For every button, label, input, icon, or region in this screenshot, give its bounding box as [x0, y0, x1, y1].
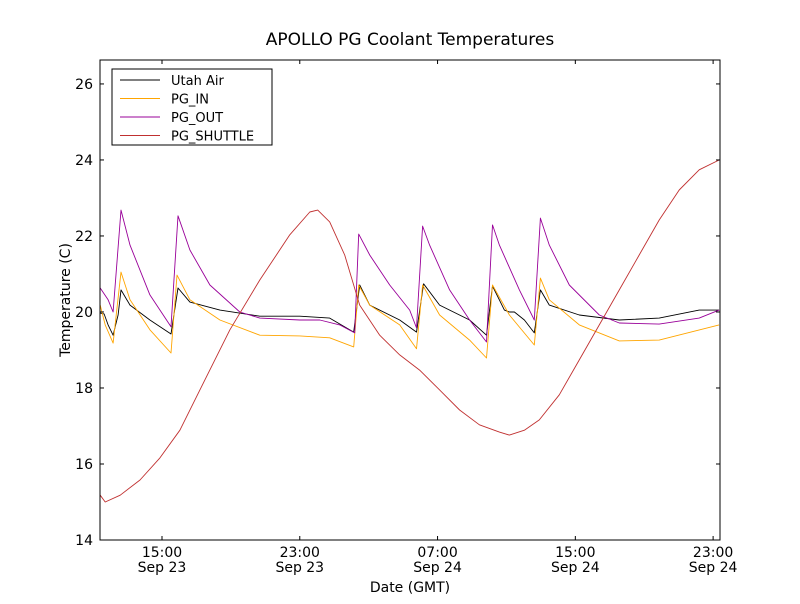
- x-axis-label: Date (GMT): [370, 580, 450, 596]
- legend-label: PG_IN: [171, 93, 209, 108]
- x-tick-label-date: Sep 24: [551, 560, 600, 576]
- series-line-pg-in: [99, 271, 720, 359]
- y-tick-label: 16: [75, 457, 93, 473]
- x-tick-label-time: 15:00: [555, 545, 595, 561]
- legend-box: [111, 68, 273, 146]
- x-tick-label-date: Sep 23: [275, 560, 324, 576]
- plot-frame: [99, 59, 721, 541]
- y-axis-label: Temperature (C): [58, 243, 74, 358]
- legend-label: Utah Air: [171, 74, 224, 89]
- y-tick-label: 14: [75, 533, 93, 549]
- legend: Utah Air PG_IN PG_OUT PG_SHUTTLE: [111, 68, 273, 146]
- series-line-pg-shuttle: [99, 159, 720, 503]
- x-tick-label-time: 07:00: [417, 545, 457, 561]
- y-tick-label: 18: [75, 381, 93, 397]
- chart-title: APOLLO PG Coolant Temperatures: [266, 30, 555, 50]
- y-tick-label: 24: [75, 153, 93, 169]
- y-axis-ticks: 14 16 18 20 22 24 26: [75, 77, 720, 549]
- x-tick-label-date: Sep 23: [138, 560, 187, 576]
- plot-lines: [99, 159, 720, 503]
- x-tick-label-date: Sep 24: [689, 560, 738, 576]
- legend-label: PG_OUT: [171, 111, 223, 126]
- y-tick-label: 20: [75, 305, 93, 321]
- series-line-utah-air: [100, 283, 720, 336]
- x-tick-label-date: Sep 24: [413, 560, 462, 576]
- legend-label: PG_SHUTTLE: [171, 130, 254, 145]
- y-tick-label: 26: [75, 77, 93, 93]
- x-tick-label-time: 23:00: [693, 545, 733, 561]
- series-line-pg-out: [99, 209, 720, 343]
- x-tick-label-time: 23:00: [280, 545, 320, 561]
- x-tick-label-time: 15:00: [142, 545, 182, 561]
- y-tick-label: 22: [75, 229, 93, 245]
